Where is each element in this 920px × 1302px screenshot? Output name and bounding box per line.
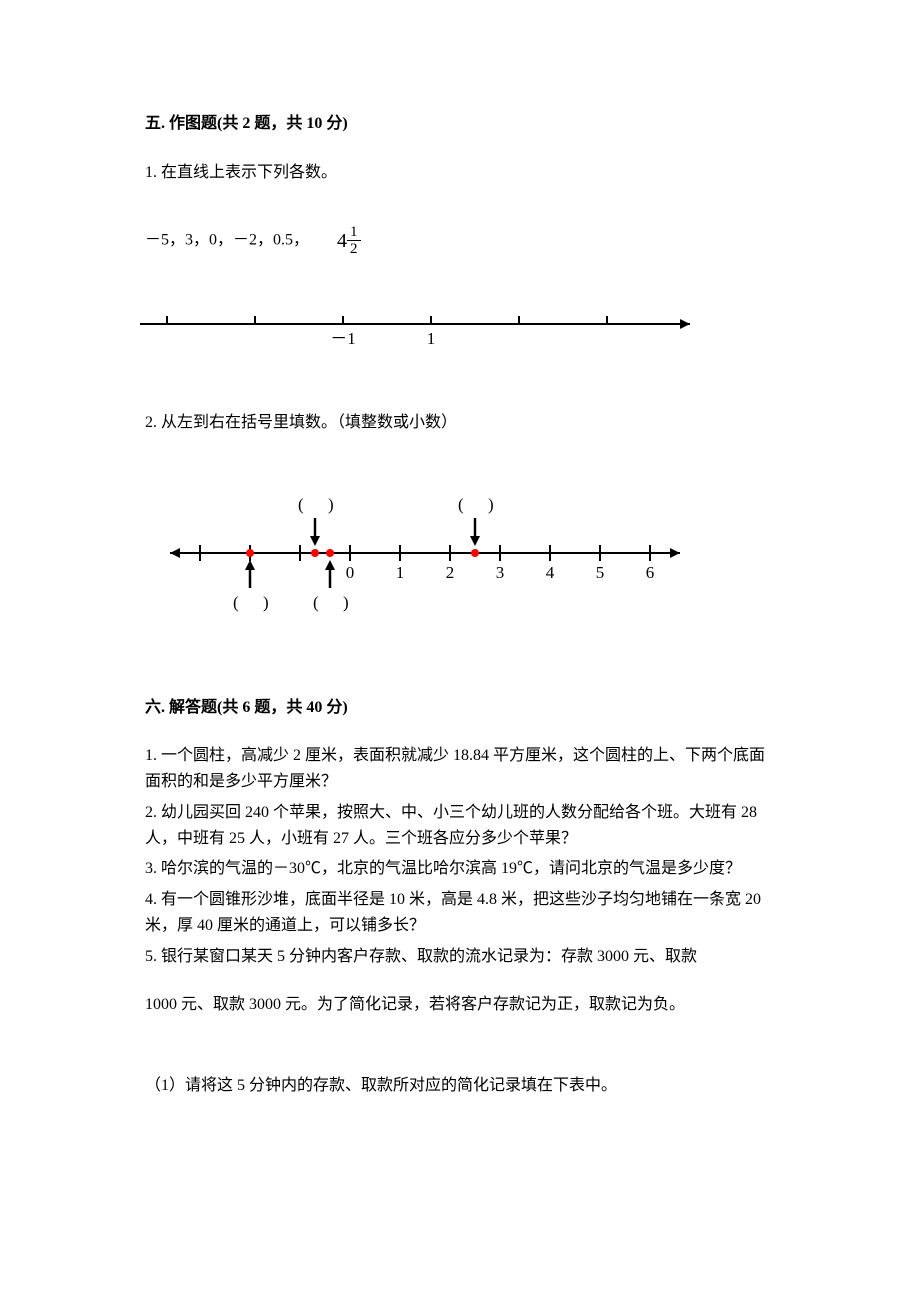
nl2-lbl-5: 5 <box>596 563 605 582</box>
s6-q3: 3. 哈尔滨的气温的－30℃，北京的气温比哈尔滨高 19℃，请问北京的气温是多少… <box>145 856 775 882</box>
s5-q1: 1. 在直线上表示下列各数。 －5，3，0，－2，0.5， 412 －1 1 <box>145 159 775 390</box>
number-line-2: 0 1 2 3 4 5 6 ( ) ( ) ( ) ( ) <box>160 478 700 628</box>
s6-q5-sub1: （1）请将这 5 分钟内的存款、取款所对应的简化记录填在下表中。 <box>145 1073 775 1099</box>
red-dot-1 <box>246 549 254 557</box>
s6-q5-l2: 1000 元、取款 3000 元。为了简化记录，若将客户存款记为正，取款记为负。 <box>145 992 775 1018</box>
frac-den: 2 <box>347 241 361 258</box>
bot-paren-2-l: ( <box>313 593 319 612</box>
top-paren-1-l: ( <box>298 495 304 514</box>
red-dot-4 <box>471 549 479 557</box>
nl2-lbl-2: 2 <box>446 563 455 582</box>
red-dot-2 <box>311 549 319 557</box>
s6-problems: 1. 一个圆柱，高减少 2 厘米，表面积就减少 18.84 平方厘米，这个圆柱的… <box>145 743 775 1100</box>
nl2-lbl-0: 0 <box>346 563 355 582</box>
top-paren-1-r: ) <box>328 495 334 514</box>
bot-paren-2-r: ) <box>343 593 349 612</box>
s5-q1-intro: 1. 在直线上表示下列各数。 <box>145 159 775 188</box>
nl2-lbl-6: 6 <box>646 563 655 582</box>
s5-q2: 2. 从左到右在括号里填数。（填整数或小数） 0 1 2 3 4 5 6 ( <box>145 409 775 674</box>
section-6-header: 六. 解答题(共 6 题，共 40 分) <box>145 694 775 723</box>
nl2-lbl-3: 3 <box>496 563 505 582</box>
nl2-lbl-4: 4 <box>546 563 555 582</box>
mixed-whole: 4 <box>337 230 347 252</box>
s5-q1-numbers: －5，3，0，－2，0.5， 412 <box>145 223 775 259</box>
s6-q4: 4. 有一个圆锥形沙堆，底面半径是 10 米，高是 4.8 米，把这些沙子均匀地… <box>145 887 775 940</box>
s6-q1: 1. 一个圆柱，高减少 2 厘米，表面积就减少 18.84 平方厘米，这个圆柱的… <box>145 743 775 796</box>
s6-q2: 2. 幼儿园买回 240 个苹果，按照大、中、小三个幼儿班的人数分配给各个班。大… <box>145 800 775 853</box>
top-paren-2-r: ) <box>488 495 494 514</box>
s5-q2-intro: 2. 从左到右在括号里填数。（填整数或小数） <box>145 409 775 438</box>
frac-num: 1 <box>347 224 361 242</box>
bot-paren-1-l: ( <box>233 593 239 612</box>
nl2-lbl-1: 1 <box>396 563 405 582</box>
nl1-label-neg1: －1 <box>330 329 356 348</box>
red-dot-3 <box>326 549 334 557</box>
nl1-label-pos1: 1 <box>427 329 436 348</box>
top-paren-2-l: ( <box>458 495 464 514</box>
numbers-prefix: －5，3，0，－2，0.5， <box>145 231 309 248</box>
section-5-header: 五. 作图题(共 2 题，共 10 分) <box>145 110 775 139</box>
number-line-1: －1 1 <box>135 299 710 349</box>
mixed-fraction: 12 <box>347 224 361 258</box>
s6-q5-l1: 5. 银行某窗口某天 5 分钟内客户存款、取款的流水记录为：存款 3000 元、… <box>145 944 775 970</box>
bot-paren-1-r: ) <box>263 593 269 612</box>
